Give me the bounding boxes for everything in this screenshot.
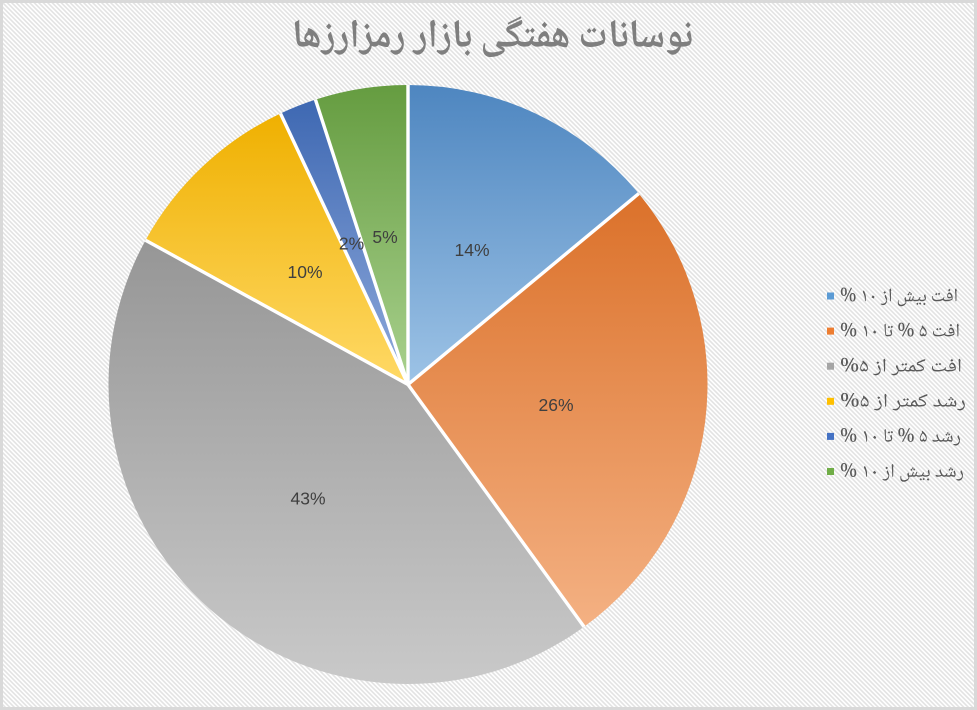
svg-text:26%: 26%	[538, 395, 573, 415]
svg-text:5%: 5%	[372, 227, 397, 247]
svg-text:2%: 2%	[339, 234, 364, 254]
svg-text:10%: 10%	[287, 262, 322, 282]
svg-text:14%: 14%	[454, 240, 489, 260]
svg-text:43%: 43%	[290, 489, 325, 509]
